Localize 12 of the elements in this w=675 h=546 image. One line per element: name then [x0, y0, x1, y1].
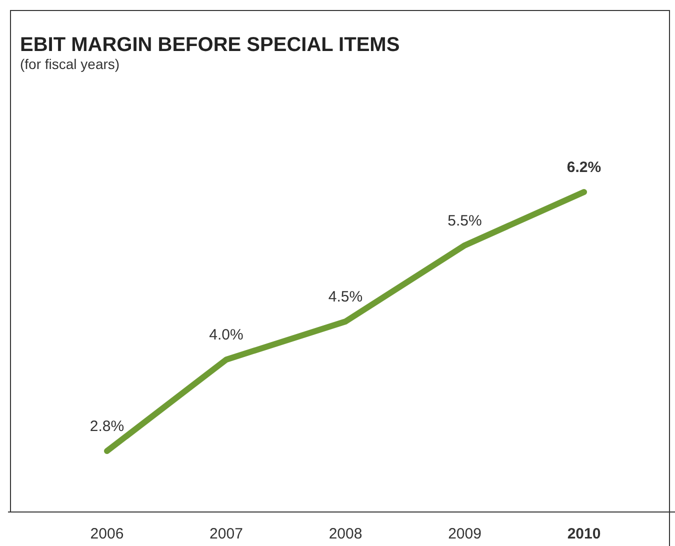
x-tick-label: 2008	[328, 526, 362, 543]
chart-subtitle: (for fiscal years)	[20, 56, 120, 72]
x-tick-label: 2007	[210, 526, 243, 543]
x-tick-label: 2006	[90, 526, 124, 543]
data-label: 4.0%	[209, 326, 244, 344]
data-label: 2.8%	[90, 418, 124, 435]
x-tick-label: 2009	[448, 526, 482, 543]
chart-title: EBIT MARGIN BEFORE SPECIAL ITEMS	[20, 34, 400, 56]
data-label: 4.5%	[328, 288, 363, 306]
x-tick-label: 2010	[567, 526, 601, 543]
data-label: 6.2%	[566, 159, 602, 176]
data-label: 5.5%	[448, 212, 482, 230]
